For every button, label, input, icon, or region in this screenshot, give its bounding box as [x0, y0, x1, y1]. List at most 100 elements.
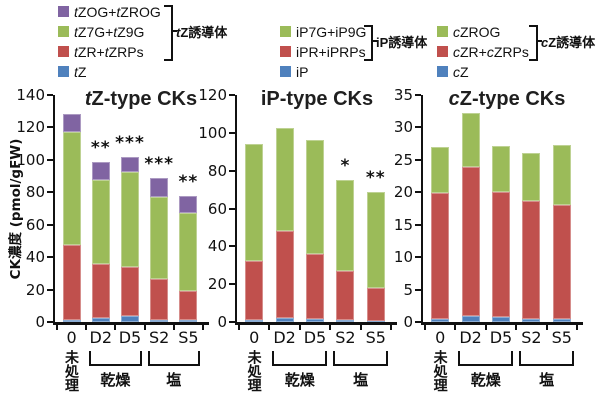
bar-segment-iPR+iPRPs — [275, 231, 294, 319]
category-label: D2 — [273, 328, 296, 347]
bar-segment-cZ — [522, 319, 541, 322]
y-tick-label: 0 — [403, 313, 413, 331]
y-tick-label: 5 — [403, 280, 413, 299]
legend-bracket-stub — [536, 40, 542, 42]
x-tick-mark — [143, 325, 146, 330]
legend-bracket-stub — [171, 30, 177, 32]
y-tick-mark — [229, 245, 235, 248]
bar-segment-cZROG — [492, 145, 510, 192]
significance-marker: * — [340, 156, 351, 177]
bar-segment-tZ7G+tZ9G — [91, 180, 110, 264]
significance-marker: ** — [365, 168, 386, 189]
y-tick-label: 80 — [25, 183, 45, 202]
bar-segment-cZR+cZRPs — [461, 166, 480, 317]
bar-segment-iPR+iPRPs — [306, 253, 324, 320]
x-tick-mark — [454, 325, 457, 330]
bar-segment-iP — [275, 318, 294, 322]
bar-segment-iPR+iPRPs — [245, 261, 264, 321]
legend-item-label: tZ — [74, 64, 87, 80]
y-tick-label: 100 — [198, 123, 227, 142]
category-label: 0 — [435, 328, 446, 347]
y-tick-label: 40 — [25, 248, 45, 267]
bar-segment-cZR+cZRPs — [431, 192, 450, 319]
chart-title: tZ-type CKs — [84, 88, 198, 110]
group-bracket — [519, 351, 574, 366]
y-tick-label: 80 — [207, 161, 227, 180]
category-label: D2 — [89, 328, 113, 347]
group-label-untreated: 未処理 — [63, 350, 80, 392]
x-axis-line — [421, 322, 583, 325]
y-tick-label: 15 — [393, 215, 413, 234]
legend-swatch-tZOG+tZROG — [58, 6, 69, 17]
legend-swatch-cZ — [437, 66, 448, 77]
bar-segment-tZ — [150, 320, 169, 322]
x-tick-mark — [238, 325, 240, 330]
group-label-untreated: 未処理 — [432, 350, 449, 392]
y-axis-line — [53, 95, 55, 325]
bar-segment-cZ — [552, 319, 571, 322]
bar-segment-tZ — [179, 320, 198, 322]
y-axis-line — [235, 95, 237, 325]
y-tick-mark — [47, 191, 53, 194]
legend-item-label: tZ7G+tZ9G — [74, 24, 145, 40]
group-label: 乾燥 — [284, 372, 315, 389]
bar-segment-iPR+iPRPs — [366, 287, 385, 322]
legend-swatch-cZR+cZRPs — [437, 46, 448, 57]
category-label: S5 — [551, 328, 572, 347]
bar-segment-iP — [366, 321, 385, 322]
bar-segment-iP7G+iP9G — [336, 180, 355, 271]
legend-bracket — [364, 25, 373, 61]
y-tick-mark — [47, 94, 53, 96]
y-tick-mark — [415, 158, 421, 161]
bar-segment-tZ7G+tZ9G — [179, 212, 198, 292]
x-tick-mark — [172, 325, 175, 330]
bar-segment-cZROG — [431, 146, 450, 193]
bar-segment-tZ7G+tZ9G — [62, 132, 81, 245]
x-tick-mark — [515, 325, 518, 330]
x-tick-mark — [484, 325, 487, 330]
y-tick-label: 120 — [198, 86, 227, 104]
y-tick-mark — [415, 223, 421, 226]
bar-segment-cZR+cZRPs — [492, 191, 510, 318]
y-tick-label: 60 — [25, 215, 45, 234]
bar-segment-cZROG — [552, 144, 571, 206]
bar-segment-cZ — [461, 316, 480, 322]
legend-item-label: iPR+iPRPs — [296, 44, 366, 60]
legend-item-label: cZR+cZRPs — [453, 44, 529, 60]
y-tick-label: 0 — [217, 313, 227, 331]
y-tick-mark — [47, 256, 53, 259]
x-axis-line — [53, 322, 209, 325]
category-label: D5 — [303, 328, 327, 347]
y-tick-label: 100 — [16, 150, 45, 169]
bar-segment-tZOG+tZROG — [179, 196, 198, 213]
y-tick-label: 20 — [25, 280, 45, 299]
legend-item-label: tZOG+tZROG — [74, 4, 161, 20]
bar-segment-tZ — [62, 320, 81, 322]
legend-bracket-label: tZ誘導体 — [176, 25, 228, 40]
group-label-untreated: 未処理 — [246, 350, 263, 392]
x-tick-mark — [268, 325, 271, 330]
x-tick-mark — [85, 325, 88, 330]
group-bracket — [272, 351, 328, 366]
bar-segment-tZ7G+tZ9G — [150, 197, 169, 280]
bar-segment-tZR+tZRPs — [179, 291, 198, 321]
y-tick-label: 35 — [393, 86, 413, 104]
x-tick-mark — [576, 325, 578, 330]
y-tick-label: 30 — [393, 118, 413, 137]
y-tick-label: 60 — [207, 199, 227, 218]
x-tick-mark — [56, 325, 58, 330]
y-tick-mark — [229, 94, 235, 96]
category-label: S2 — [149, 328, 170, 347]
legend-swatch-iP — [280, 66, 291, 77]
y-tick-mark — [229, 283, 235, 286]
bar-segment-iP7G+iP9G — [245, 144, 264, 262]
group-label: 乾燥 — [100, 372, 131, 389]
legend-item-label: cZROG — [453, 24, 501, 40]
x-tick-mark — [298, 325, 301, 330]
legend-swatch-iPR+iPRPs — [280, 46, 291, 57]
bar-segment-iP — [306, 319, 324, 322]
legend-bracket-stub — [371, 40, 377, 42]
bar-segment-tZR+tZRPs — [121, 266, 139, 316]
x-axis-line — [235, 322, 397, 325]
